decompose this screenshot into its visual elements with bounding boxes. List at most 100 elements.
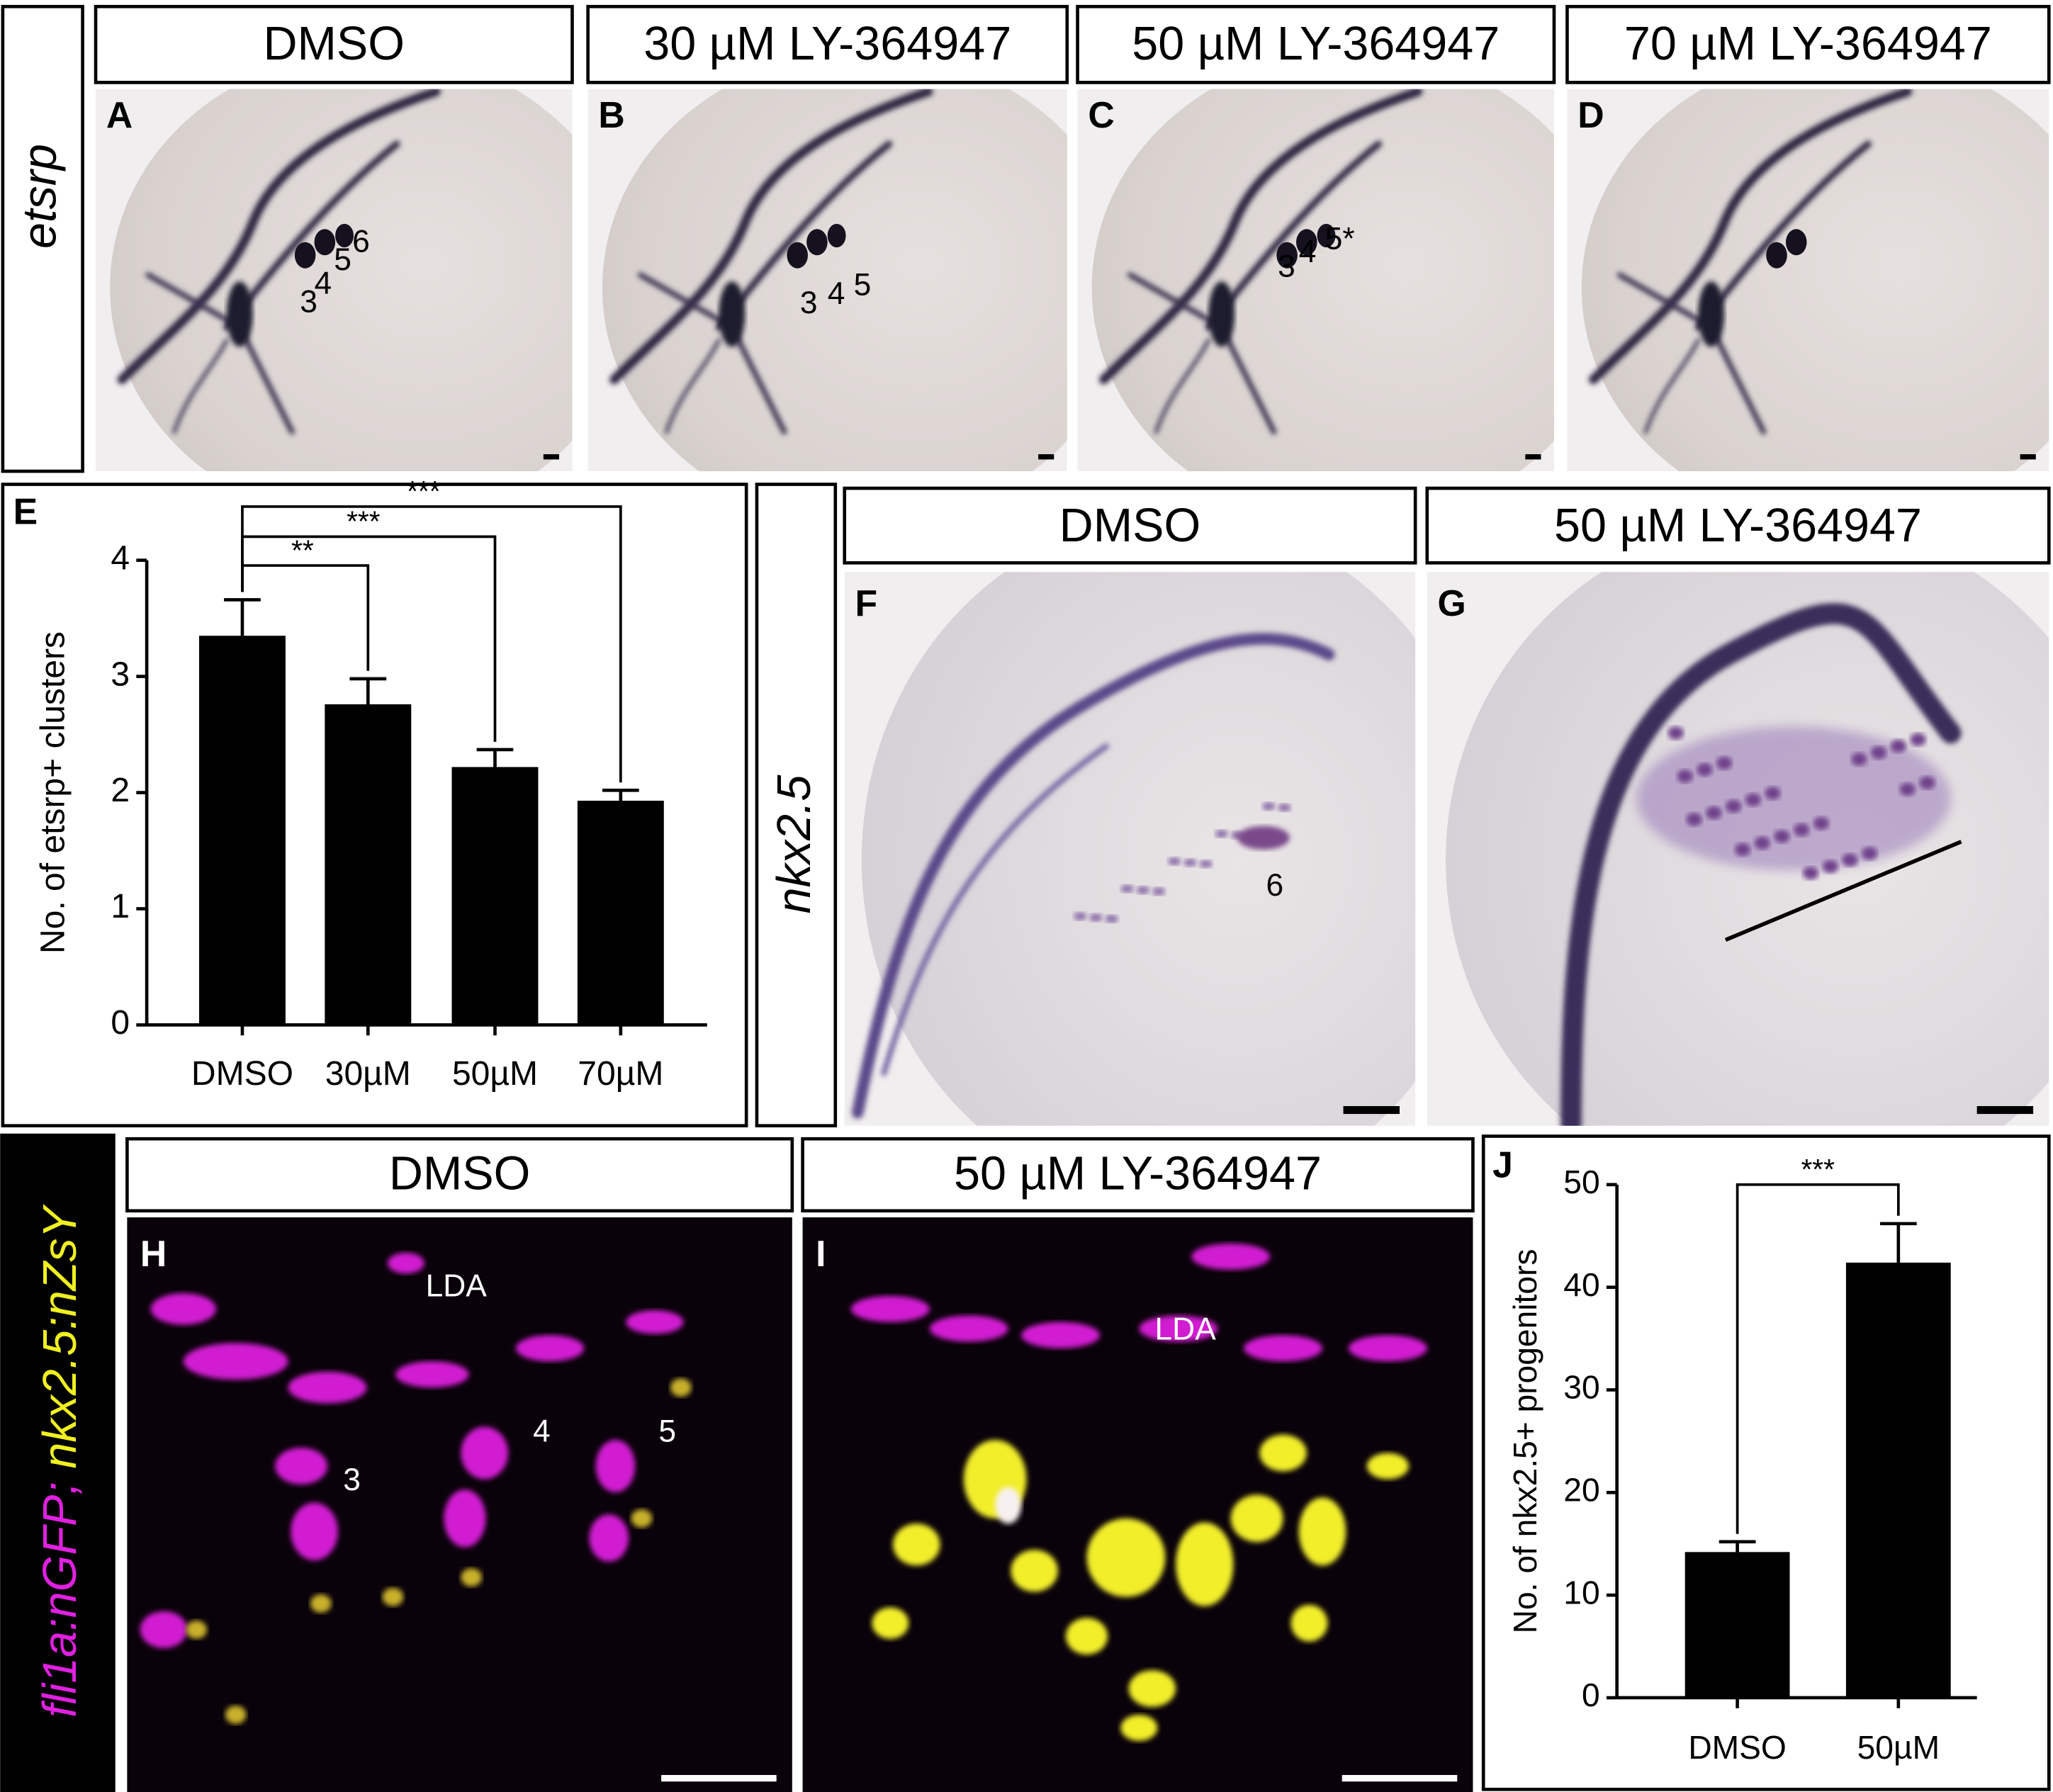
- vessel: [851, 633, 1335, 1119]
- y-axis-label: No. of etsrp+ clusters: [34, 631, 72, 954]
- column-header: 70 µM LY-364947: [1624, 18, 1992, 70]
- cell: [1237, 825, 1290, 850]
- cell: [1734, 843, 1751, 857]
- annotation: 4: [533, 1414, 551, 1449]
- y-tick-label: 50: [1563, 1163, 1599, 1200]
- cell: [444, 1489, 486, 1548]
- micrograph: [1567, 89, 2049, 472]
- cell: [1813, 816, 1829, 830]
- cell: [291, 1502, 338, 1561]
- cell: [1366, 1453, 1409, 1480]
- bar: [1684, 1552, 1790, 1698]
- x-tick-label: 50µM: [452, 1055, 538, 1093]
- cell: [1021, 1322, 1100, 1348]
- cell: [294, 242, 316, 269]
- cell: [1074, 912, 1087, 920]
- x-tick-label: DMSO: [1688, 1729, 1787, 1766]
- significance-label: **: [291, 534, 314, 566]
- cell: [183, 1343, 288, 1380]
- cell: [314, 229, 336, 256]
- micrograph: [1077, 89, 1554, 472]
- cell: [1139, 1315, 1218, 1342]
- scale-bar: [1038, 454, 1054, 460]
- error-bar: [1879, 1222, 1917, 1263]
- bar: [325, 704, 412, 1025]
- cell: [1089, 913, 1103, 922]
- scale-bar: [1525, 454, 1541, 460]
- cell: [719, 281, 746, 347]
- cell: [1698, 281, 1725, 347]
- column-header: DMSO: [1059, 500, 1201, 552]
- annotation: 3: [343, 1463, 361, 1497]
- cell: [1191, 1243, 1271, 1270]
- cell: [995, 1487, 1022, 1524]
- micrograph: [587, 89, 1067, 472]
- cell: [1706, 806, 1722, 820]
- column-header: DMSO: [264, 18, 405, 70]
- row-label-background: [0, 1133, 116, 1792]
- annotation: 6: [1266, 868, 1284, 903]
- cell: [893, 1523, 940, 1566]
- cell: [1290, 1604, 1328, 1642]
- panel-letter: D: [1577, 94, 1604, 135]
- embryo: [602, 89, 1067, 472]
- annotation: 5: [658, 1414, 676, 1449]
- cell: [1244, 1335, 1322, 1362]
- cell: [1120, 1715, 1158, 1741]
- y-tick-label: 20: [1563, 1472, 1599, 1509]
- panel-letter: F: [855, 582, 877, 624]
- cell: [1862, 847, 1878, 860]
- column-header: 30 µM LY-364947: [643, 18, 1011, 70]
- row-label-part: ;: [33, 1482, 86, 1494]
- y-tick-label: 1: [111, 888, 130, 925]
- bar: [198, 636, 286, 1025]
- cell: [461, 1568, 483, 1587]
- annotation: 5: [854, 267, 872, 302]
- cell: [1686, 813, 1702, 826]
- panel-letter: I: [816, 1233, 826, 1274]
- cell: [872, 1607, 909, 1639]
- cell: [335, 223, 354, 248]
- error-bar: [476, 748, 514, 767]
- scale-bar: [543, 454, 560, 460]
- cell: [1317, 223, 1336, 248]
- cell: [589, 1514, 629, 1562]
- cell: [1128, 1670, 1176, 1707]
- cell: [1890, 739, 1906, 753]
- fluorescence-image: [802, 1217, 1473, 1792]
- cell: [225, 1706, 247, 1724]
- annotation: 3: [300, 284, 317, 319]
- significance-bracket: [241, 505, 622, 783]
- cell: [1278, 804, 1291, 812]
- cell: [1745, 793, 1761, 806]
- cell: [1802, 866, 1819, 880]
- column-header: 50 µM LY-364947: [1554, 500, 1922, 552]
- y-tick-label: 0: [1582, 1677, 1600, 1713]
- embryo: [1091, 89, 1554, 472]
- cell: [1766, 242, 1787, 269]
- fluorescence-image: [127, 1217, 792, 1792]
- y-tick-label: 4: [111, 539, 130, 577]
- error-bar: [349, 677, 387, 704]
- cell: [1910, 733, 1926, 746]
- annotation: 6: [352, 224, 370, 259]
- cell: [1011, 1550, 1058, 1592]
- cell: [140, 1611, 188, 1648]
- column-header-box: [586, 4, 1069, 84]
- panel-letter: C: [1088, 94, 1114, 135]
- cell: [1785, 229, 1807, 256]
- annotation: LDA: [1155, 1312, 1217, 1346]
- cell: [1262, 802, 1276, 811]
- bar: [1845, 1262, 1951, 1698]
- cell: [1215, 830, 1228, 838]
- panel-letter: A: [106, 94, 133, 135]
- cell: [1716, 756, 1733, 770]
- significance-label: ***: [1801, 1153, 1835, 1185]
- vessel: [1154, 338, 1211, 434]
- cell: [382, 1587, 404, 1606]
- cell: [1725, 799, 1742, 813]
- cell: [516, 1335, 585, 1362]
- y-tick-label: 40: [1563, 1266, 1599, 1303]
- x-tick-label: 30µM: [325, 1055, 411, 1093]
- scale-bar: [661, 1774, 777, 1782]
